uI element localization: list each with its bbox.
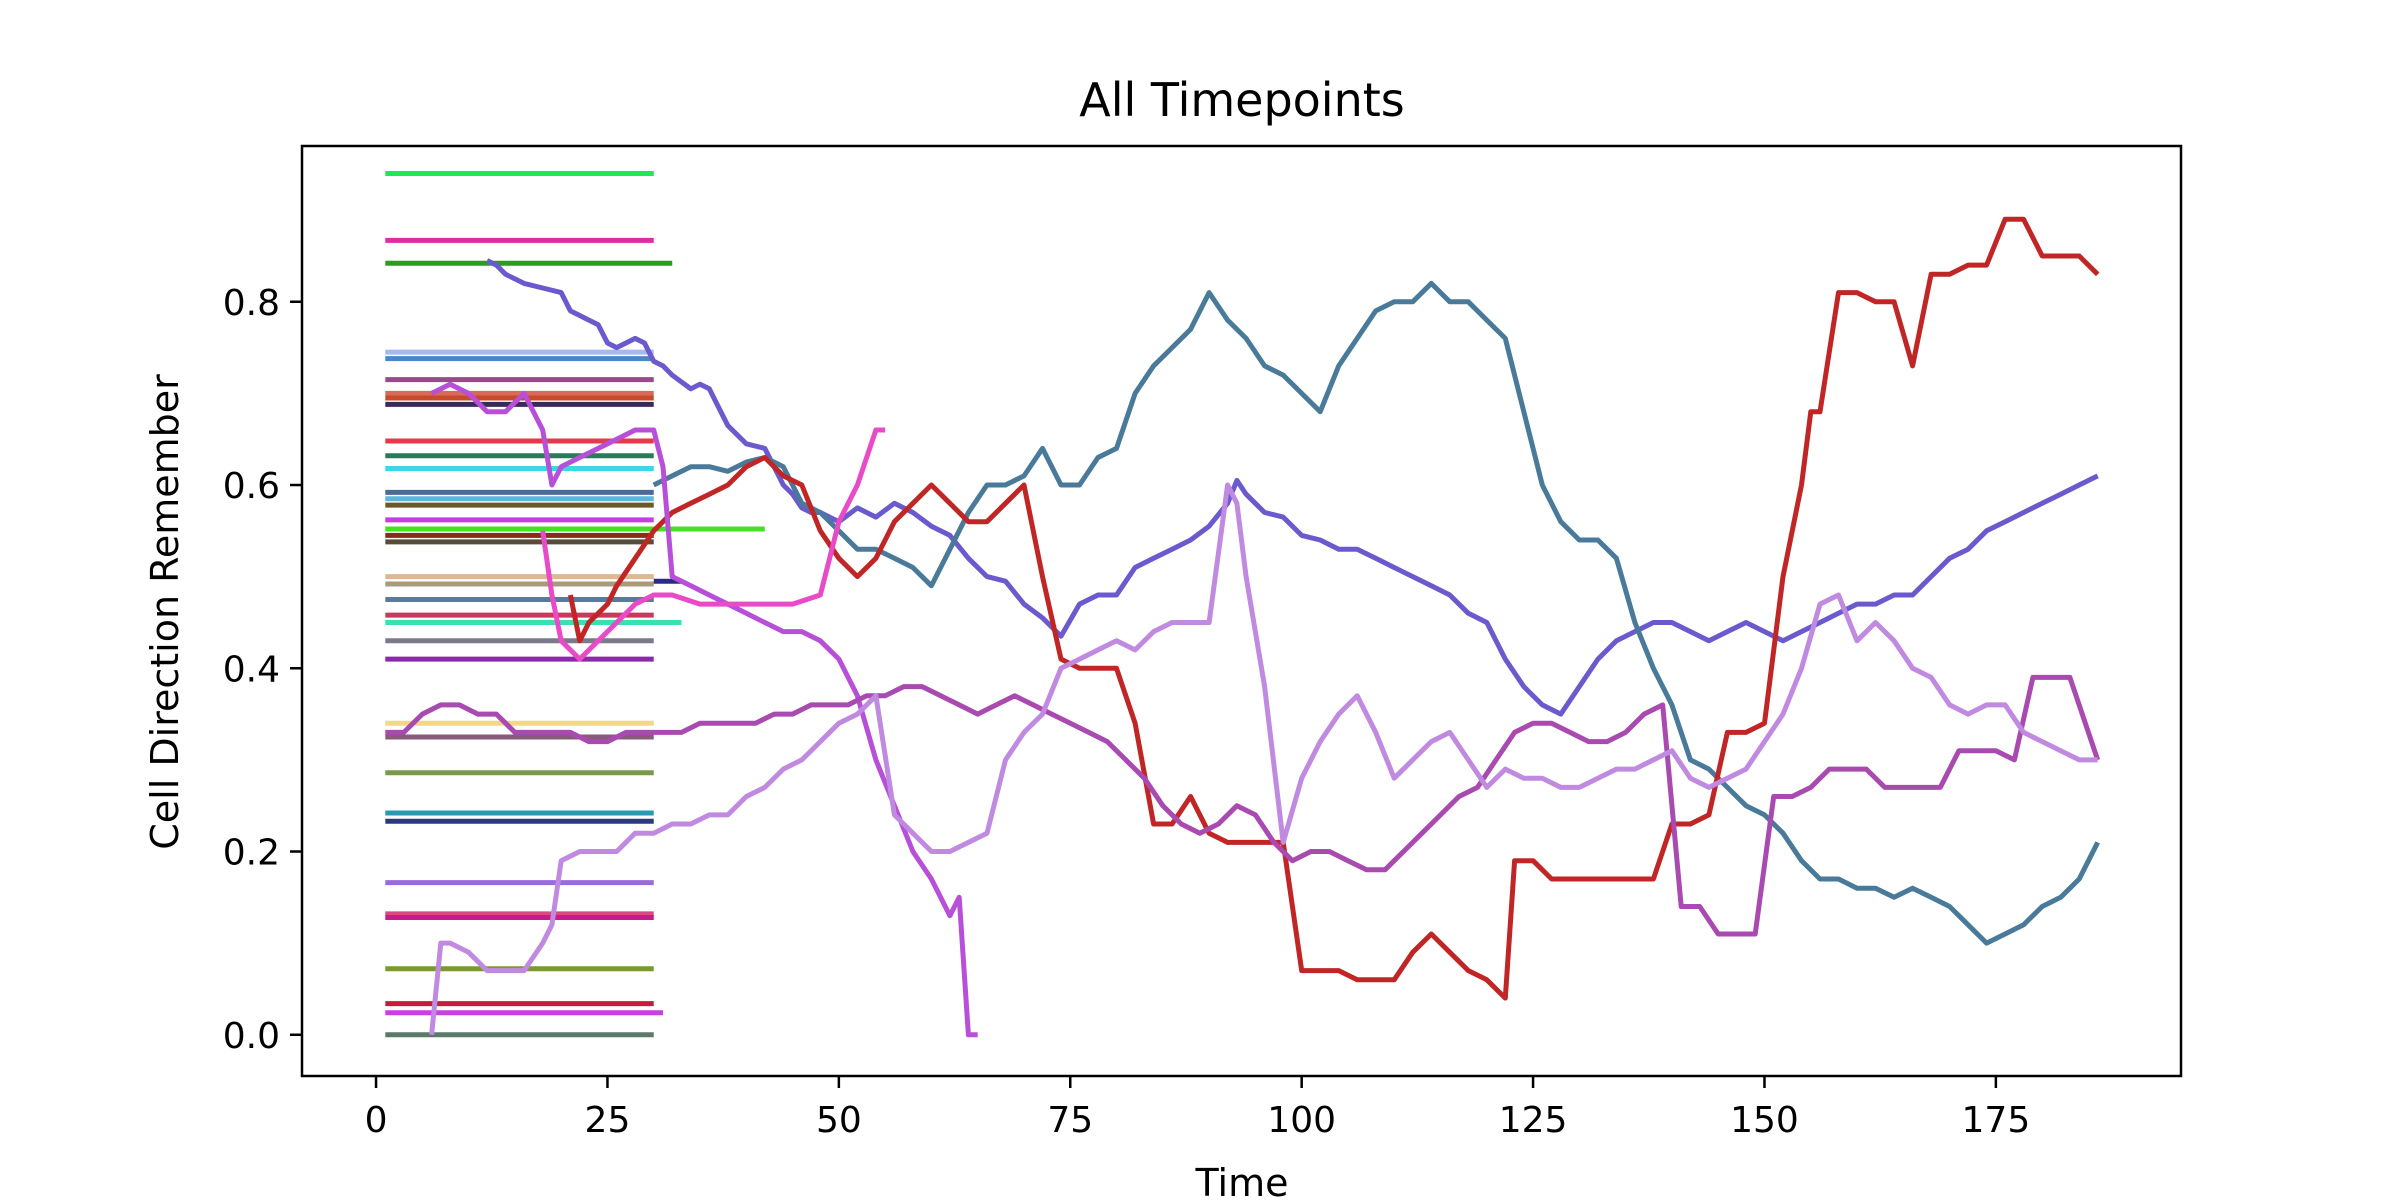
series-line-6: [429, 482, 2098, 1036]
chart-title: All Timepoints: [1079, 73, 1405, 127]
plot-frame: [300, 144, 2183, 1078]
x-tick-label: 175: [1962, 1100, 2031, 1141]
y-tick-label: 0.8: [223, 283, 280, 324]
y-axis: 0.0 0.2 0.4 0.6 0.8: [223, 283, 302, 1057]
plot-area: [385, 170, 2101, 1038]
y-tick-label: 0.0: [223, 1016, 280, 1057]
x-tick-label: 25: [585, 1100, 631, 1141]
x-tick-label: 150: [1730, 1100, 1799, 1141]
series-line-0: [485, 258, 2099, 717]
y-tick-label: 0.6: [223, 466, 280, 507]
series-line-3: [430, 381, 978, 1038]
series-line-4: [540, 427, 886, 662]
y-tick-label: 0.4: [223, 649, 280, 690]
x-tick-label: 100: [1267, 1100, 1336, 1141]
series-line-2: [567, 216, 2100, 1001]
series-layer: [385, 170, 2101, 1038]
series-line-1: [652, 280, 2100, 946]
y-tick-label: 0.2: [223, 833, 280, 874]
x-tick-label: 125: [1499, 1100, 1568, 1141]
x-axis: 0 25 50 75 100 125 150 175: [365, 1076, 2031, 1141]
x-tick-label: 50: [816, 1100, 862, 1141]
series-line-5: [385, 674, 2101, 937]
y-axis-label: Cell Direction Remember: [143, 374, 187, 850]
x-axis-label: Time: [1195, 1161, 1289, 1200]
x-tick-label: 75: [1047, 1100, 1093, 1141]
x-tick-label: 0: [365, 1100, 388, 1141]
